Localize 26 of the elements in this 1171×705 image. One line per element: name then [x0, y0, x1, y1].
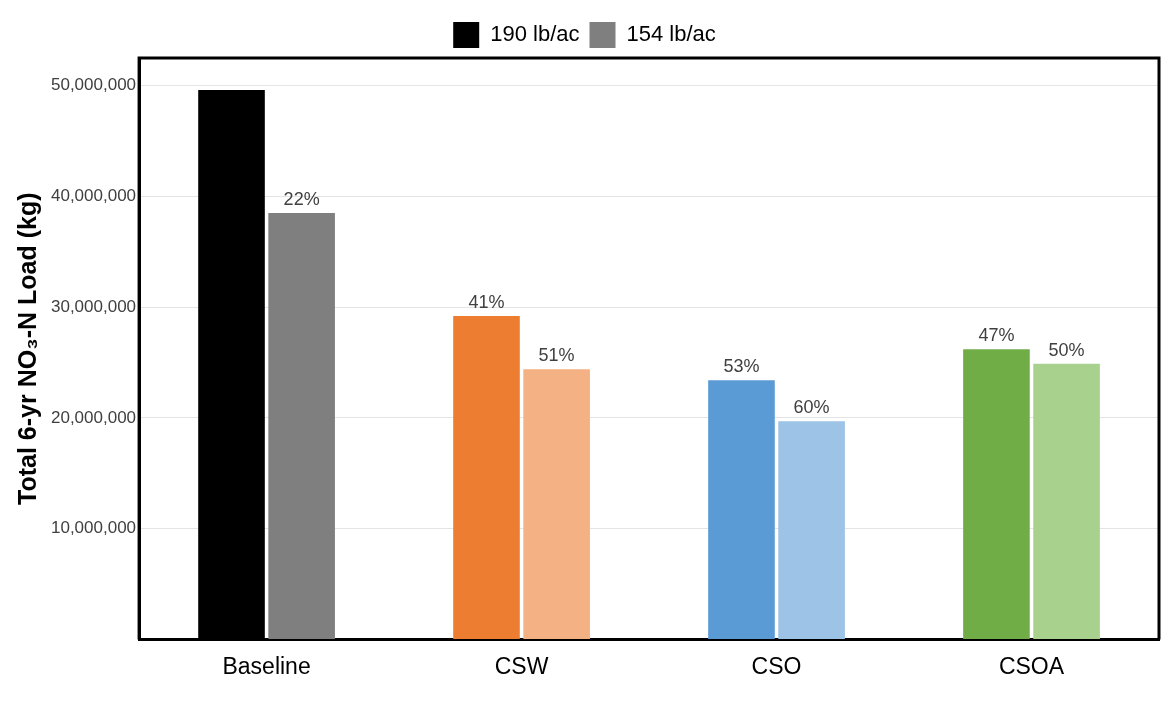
bar — [453, 316, 520, 639]
x-tick-label: Baseline — [222, 652, 311, 679]
x-tick-label: CSOA — [998, 652, 1065, 679]
bar — [963, 349, 1030, 639]
y-tick-label: 10,000,000 — [50, 518, 137, 538]
annotation: 51% — [538, 345, 575, 366]
legend-label: 154 lb/ac — [626, 21, 716, 47]
bar — [708, 380, 775, 639]
bar — [1033, 363, 1100, 639]
bar — [778, 421, 845, 639]
y-tick-label: 20,000,000 — [50, 407, 137, 427]
bar — [268, 213, 335, 639]
annotation: 50% — [1048, 339, 1085, 360]
legend-label: 190 lb/ac — [490, 21, 580, 47]
y-axis-title: Total 6-yr NO₃-N Load (kg) — [12, 192, 41, 505]
annotation: 53% — [723, 356, 760, 377]
y-tick-label: 30,000,000 — [50, 296, 137, 316]
bar — [523, 369, 590, 639]
annotation: 47% — [978, 325, 1015, 346]
x-tick-label: CSO — [751, 652, 802, 679]
annotation: 22% — [283, 189, 320, 210]
x-tick-label: CSW — [494, 652, 549, 679]
y-tick-label: 50,000,000 — [50, 75, 137, 95]
y-tick-label: 40,000,000 — [50, 186, 137, 206]
annotation: 60% — [793, 397, 830, 418]
annotation: 41% — [468, 292, 505, 312]
